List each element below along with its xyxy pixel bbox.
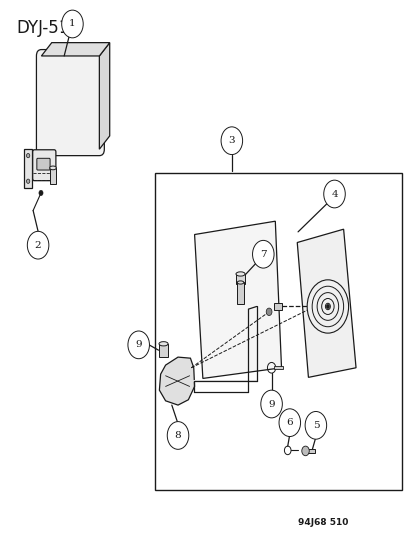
Bar	[273, 303, 281, 310]
Circle shape	[26, 154, 30, 158]
Text: 6: 6	[286, 418, 292, 427]
Text: 7: 7	[259, 250, 266, 259]
Text: 1: 1	[69, 20, 76, 28]
Circle shape	[62, 10, 83, 38]
Circle shape	[39, 190, 43, 196]
Polygon shape	[99, 43, 109, 149]
Circle shape	[325, 304, 329, 309]
Text: 9: 9	[135, 341, 142, 349]
Text: DYJ-510: DYJ-510	[17, 19, 80, 37]
Bar	[306, 449, 314, 453]
Circle shape	[323, 180, 344, 208]
Text: 3: 3	[228, 136, 235, 145]
Text: 9: 9	[268, 400, 274, 408]
Bar	[273, 366, 282, 369]
Text: 4: 4	[330, 190, 337, 198]
Ellipse shape	[159, 342, 168, 346]
Circle shape	[26, 179, 30, 183]
Polygon shape	[297, 229, 355, 377]
Circle shape	[278, 409, 300, 437]
FancyBboxPatch shape	[37, 158, 50, 170]
Circle shape	[252, 240, 273, 268]
Ellipse shape	[235, 272, 244, 276]
Bar	[235, 274, 244, 284]
Circle shape	[304, 411, 326, 439]
Circle shape	[221, 127, 242, 155]
Circle shape	[167, 422, 188, 449]
Polygon shape	[159, 357, 194, 405]
Text: 94J68 510: 94J68 510	[297, 518, 348, 527]
Circle shape	[260, 390, 282, 418]
Ellipse shape	[237, 281, 243, 284]
Text: 8: 8	[174, 431, 181, 440]
Polygon shape	[41, 43, 109, 56]
Bar	[237, 282, 243, 304]
Text: 5: 5	[312, 421, 318, 430]
Ellipse shape	[50, 166, 56, 169]
Circle shape	[266, 308, 271, 316]
Polygon shape	[194, 221, 281, 378]
Polygon shape	[24, 149, 32, 188]
Circle shape	[301, 446, 309, 456]
Bar	[50, 168, 56, 184]
FancyBboxPatch shape	[36, 50, 104, 156]
Text: 2: 2	[35, 241, 41, 249]
Circle shape	[27, 231, 49, 259]
Bar	[155, 173, 401, 490]
Bar	[159, 344, 167, 357]
FancyBboxPatch shape	[33, 150, 56, 181]
Circle shape	[128, 331, 149, 359]
